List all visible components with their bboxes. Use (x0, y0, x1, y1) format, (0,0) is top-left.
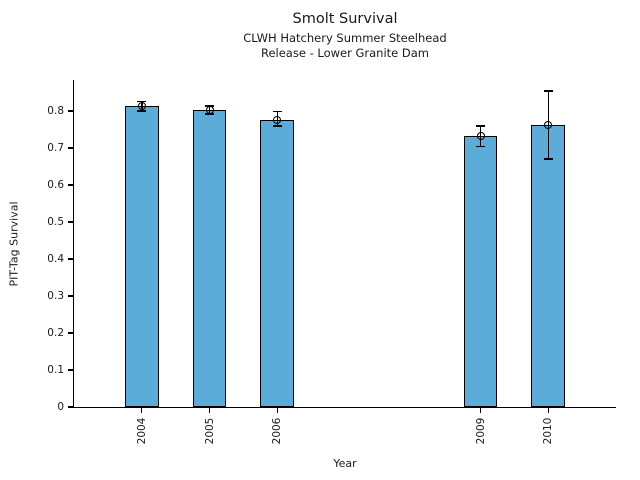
error-bar-cap-bottom (543, 158, 553, 160)
error-bar-cap-top (137, 100, 147, 103)
y-tick-label: 0.7 (47, 142, 64, 155)
chart-subtitle-line1: CLWH Hatchery Summer Steelhead (243, 31, 447, 45)
error-bar-cap-bottom (137, 110, 147, 112)
x-tick-label: 2006 (271, 417, 284, 445)
error-bar-cap-top (205, 105, 214, 107)
x-tick (208, 408, 211, 413)
y-tick (68, 147, 73, 149)
error-bar-cap-top (272, 110, 282, 113)
error-bar-cap-bottom (205, 113, 214, 115)
y-tick (68, 184, 73, 186)
y-tick (68, 406, 73, 408)
y-tick-label: 0.1 (47, 364, 64, 376)
x-tick (547, 408, 549, 413)
error-bar-cap-bottom (476, 145, 485, 148)
x-tick-label: 2004 (135, 417, 148, 445)
error-bar-cap-top (476, 125, 485, 127)
x-axis-title: Year (333, 457, 357, 470)
y-axis-title: PIT-Tag Survival (7, 200, 21, 287)
y-axis-spine (73, 80, 75, 408)
data-point-marker (544, 121, 553, 130)
x-tick (141, 408, 143, 413)
y-tick-label: 0.3 (47, 290, 64, 303)
y-tick-label: 0.5 (47, 216, 64, 229)
error-bar-cap-bottom (272, 125, 282, 127)
bar (192, 109, 227, 407)
data-point-marker (476, 132, 485, 141)
error-bar-cap-top (543, 90, 553, 92)
y-tick (68, 258, 73, 260)
y-tick-label: 0.8 (47, 105, 64, 118)
y-tick (68, 332, 73, 334)
y-tick (68, 110, 73, 112)
x-tick (276, 408, 278, 413)
y-tick (68, 295, 73, 297)
bar (260, 119, 295, 407)
x-tick (479, 408, 482, 413)
bar (463, 136, 498, 407)
chart-title: Smolt Survival (292, 11, 398, 27)
y-tick (68, 221, 73, 223)
x-tick-label: 2009 (474, 417, 487, 445)
x-axis-spine (73, 407, 616, 409)
x-tick-label: 2010 (542, 417, 555, 445)
y-tick-label: 0.4 (47, 253, 64, 266)
y-tick-label: 0 (57, 401, 64, 413)
data-point-marker (273, 115, 282, 124)
bar (531, 125, 566, 407)
y-tick-label: 0.6 (47, 179, 64, 192)
chart-subtitle-line2: Release - Lower Granite Dam (260, 46, 429, 60)
y-tick-label: 0.2 (47, 327, 64, 340)
bar (124, 106, 159, 407)
data-point-marker (137, 102, 146, 111)
y-tick (68, 369, 73, 371)
x-tick-label: 2005 (203, 417, 216, 445)
data-point-marker (205, 105, 214, 114)
